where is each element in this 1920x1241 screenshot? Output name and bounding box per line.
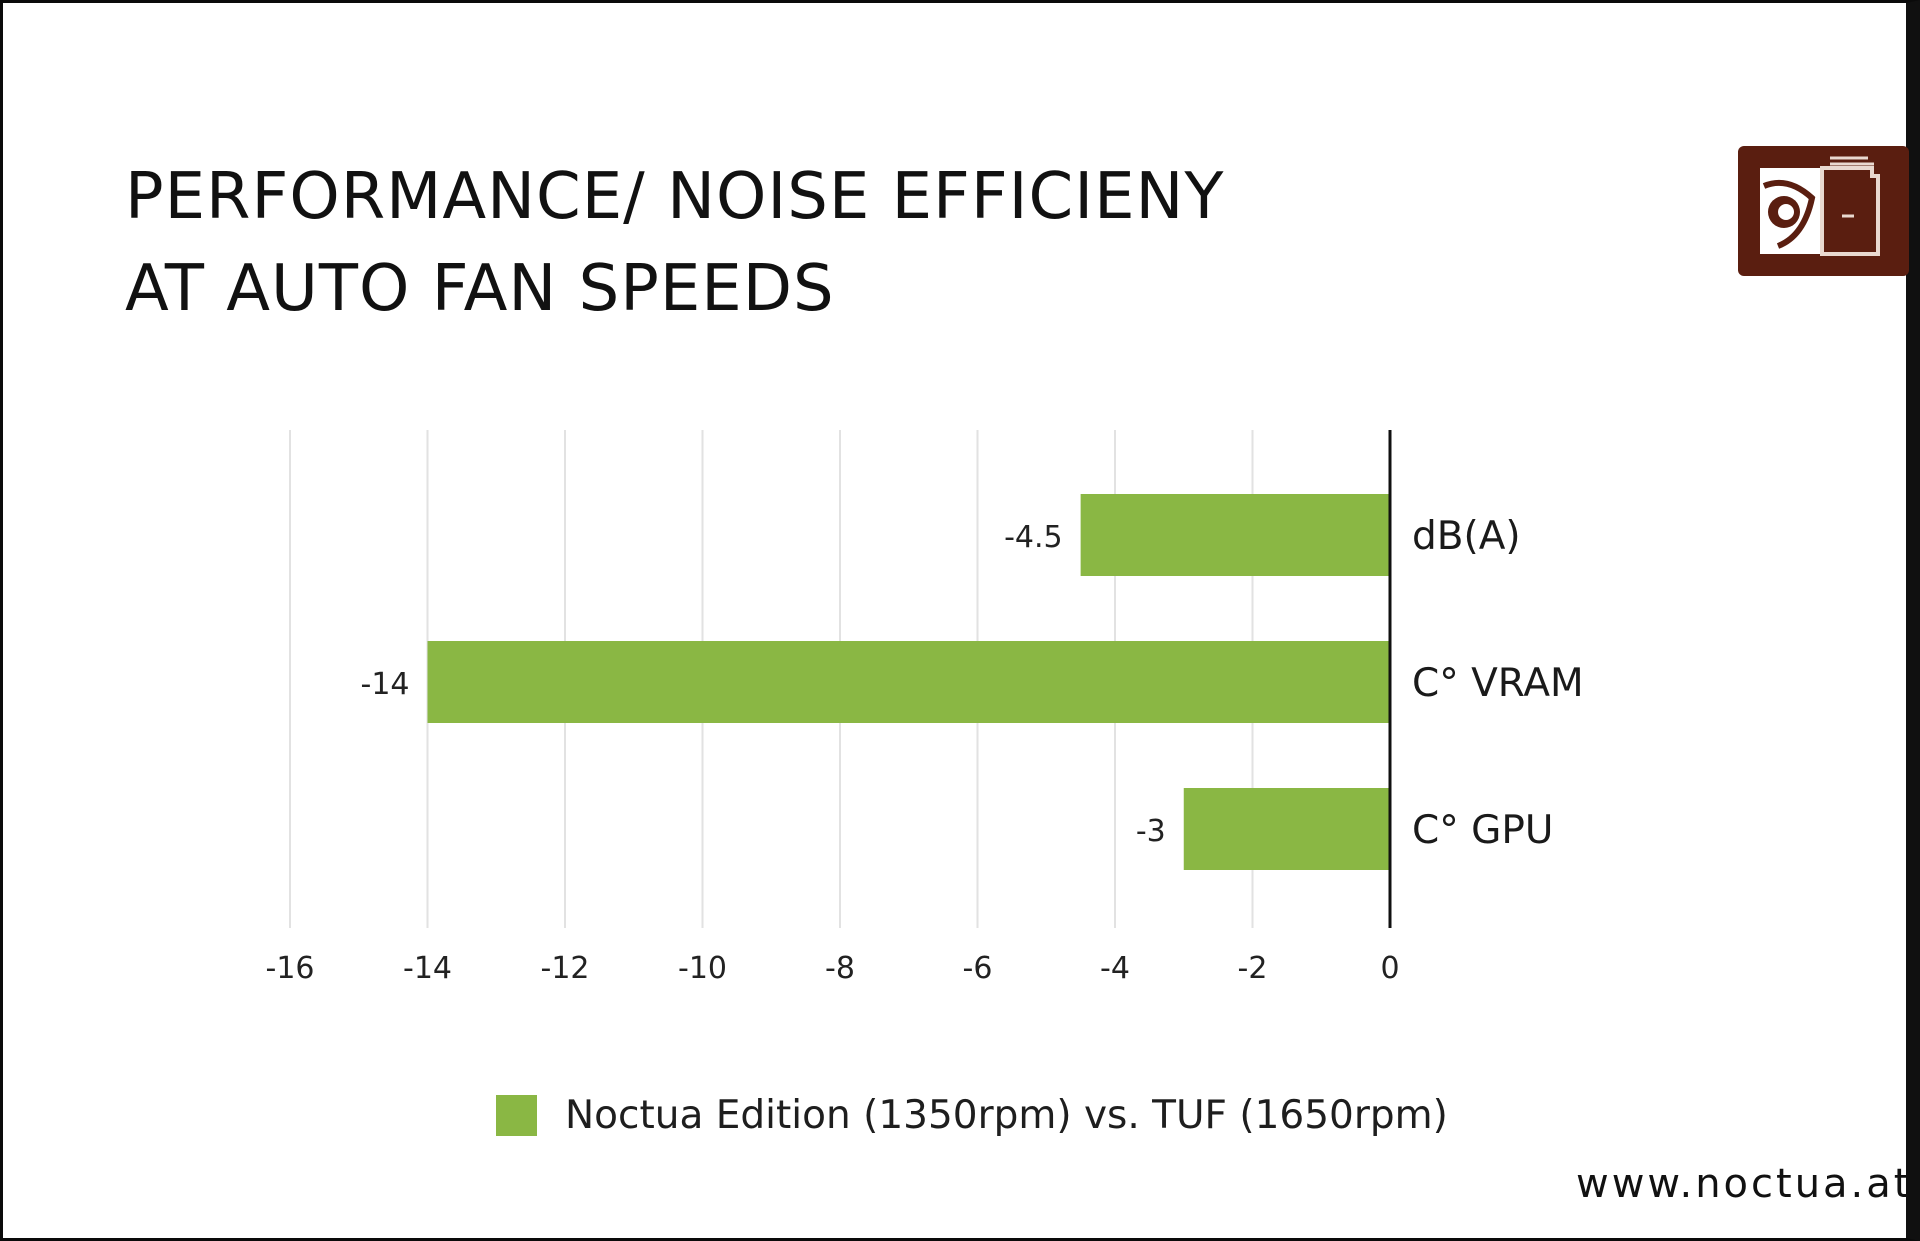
bar [1080, 494, 1390, 576]
x-tick-label: -16 [266, 951, 315, 986]
bar [1183, 788, 1390, 870]
chart-title: PERFORMANCE/ NOISE EFFICIENY AT AUTO FAN… [125, 151, 1225, 335]
x-tick-label: -14 [403, 951, 452, 986]
title-line-2: AT AUTO FAN SPEEDS [125, 252, 835, 326]
data-label: -4.5 [1004, 520, 1063, 555]
bar-chart: -4.5 dB(A) -14 C° VRAM -3 C° GPU -16 -14 -12 -10 -… [266, 430, 1584, 986]
x-tick-label: -6 [963, 951, 993, 986]
bar [427, 641, 1390, 723]
data-label: -14 [361, 667, 410, 702]
category-label: dB(A) [1412, 514, 1521, 559]
legend-swatch [496, 1095, 537, 1136]
x-tick-label: -4 [1100, 951, 1130, 986]
x-tick-label: -8 [825, 951, 855, 986]
legend-label: Noctua Edition (1350rpm) vs. TUF (1650rp… [565, 1093, 1448, 1138]
title-line-1: PERFORMANCE/ NOISE EFFICIENY [125, 160, 1225, 234]
website-url: www.noctua.at [1576, 1161, 1913, 1207]
category-label: C° GPU [1412, 808, 1553, 853]
category-label: C° VRAM [1412, 661, 1584, 706]
x-tick-label: -10 [678, 951, 727, 986]
x-tick-label: -2 [1238, 951, 1268, 986]
x-tick-label: 0 [1380, 951, 1399, 986]
x-tick-label: -12 [541, 951, 590, 986]
data-label: -3 [1136, 814, 1166, 849]
chart-legend: Noctua Edition (1350rpm) vs. TUF (1650rp… [496, 1093, 1448, 1138]
noctua-owl-logo-icon [1738, 146, 1909, 276]
